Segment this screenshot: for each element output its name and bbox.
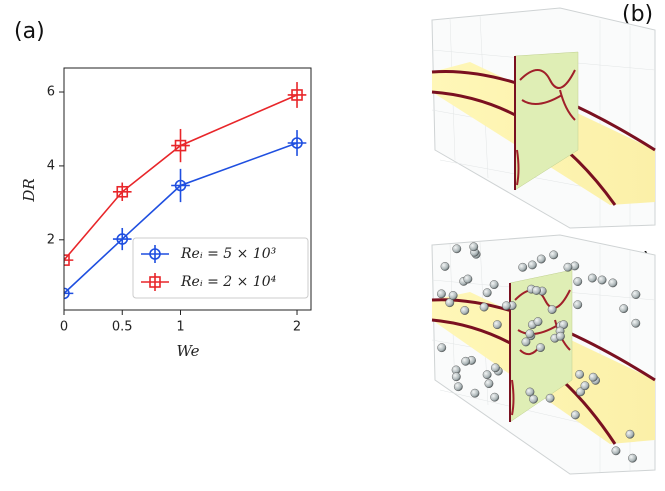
marker <box>291 89 303 101</box>
y-tick-label: 2 <box>47 232 55 247</box>
marker <box>116 233 129 245</box>
marker <box>64 254 70 266</box>
particle <box>556 331 565 341</box>
particle <box>611 446 621 456</box>
particle <box>536 254 546 264</box>
particle <box>452 244 462 254</box>
plot-area <box>64 82 307 300</box>
particle <box>587 273 597 283</box>
marker <box>149 248 161 260</box>
series-line <box>64 94 298 261</box>
particle <box>469 242 479 252</box>
particle <box>482 370 492 380</box>
legend-box <box>132 237 309 299</box>
particle <box>479 302 489 312</box>
particle <box>525 387 535 397</box>
particle <box>625 429 635 439</box>
x-tick-label: 0 <box>60 320 68 335</box>
particle <box>573 277 583 286</box>
particle <box>545 393 555 403</box>
particle <box>631 318 641 328</box>
legend-label: Reᵢ = 2 × 10⁴ <box>180 274 277 290</box>
particle <box>448 291 458 300</box>
particle <box>527 260 537 270</box>
particle <box>597 275 607 285</box>
series-line <box>64 142 298 294</box>
particle <box>482 288 492 298</box>
particle <box>463 274 473 284</box>
panel-label: (a) <box>14 19 45 44</box>
marker <box>291 137 303 149</box>
simulation-render-c <box>431 234 656 475</box>
simulation-render-b <box>431 7 656 229</box>
particle <box>492 320 502 330</box>
particle <box>580 381 590 391</box>
particle <box>453 382 463 392</box>
particle <box>588 372 598 382</box>
particle <box>460 306 470 315</box>
particle <box>445 298 455 308</box>
marker <box>174 179 187 192</box>
plot-frame <box>63 67 312 311</box>
particle <box>570 410 580 420</box>
particle <box>437 343 447 353</box>
marker <box>116 185 129 198</box>
chart-a: 0 0.5 1 2 2 4 6 Reᵢ = 5 × 10³ Reᵢ = 2 × 10⁴ <box>47 67 312 335</box>
particle <box>440 261 450 271</box>
particle <box>461 356 471 366</box>
particle <box>529 394 538 404</box>
y-tick-label: 4 <box>47 158 55 173</box>
particle <box>484 379 494 389</box>
marker <box>149 276 161 288</box>
x-tick-label: 0.5 <box>112 320 133 335</box>
panel-label: (b) <box>622 2 653 27</box>
particle <box>631 290 641 299</box>
particle <box>549 250 559 260</box>
particle <box>547 305 557 314</box>
particle <box>451 372 461 382</box>
marker <box>64 287 70 300</box>
particle <box>575 369 584 379</box>
y-tick-label: 6 <box>47 85 55 100</box>
particle <box>608 278 618 288</box>
particle <box>490 392 500 402</box>
particle <box>576 387 586 397</box>
particle <box>470 388 480 398</box>
particle <box>501 301 511 311</box>
particle <box>536 343 545 353</box>
particle <box>563 262 573 272</box>
particle <box>619 304 629 314</box>
particle <box>533 317 543 327</box>
particle <box>437 289 446 299</box>
particle <box>489 280 499 289</box>
particle <box>491 363 500 373</box>
x-tick-label: 1 <box>176 320 184 335</box>
marker <box>174 139 187 152</box>
legend-label: Reᵢ = 5 × 10³ <box>180 246 277 262</box>
particle <box>628 453 637 463</box>
x-axis-label: We <box>176 342 199 360</box>
y-axis-label: DR <box>20 178 38 202</box>
particle <box>525 329 535 339</box>
x-tick-label: 2 <box>293 320 301 335</box>
particle <box>573 300 583 310</box>
particle <box>532 286 541 295</box>
particle <box>521 337 531 347</box>
particle <box>518 262 528 272</box>
